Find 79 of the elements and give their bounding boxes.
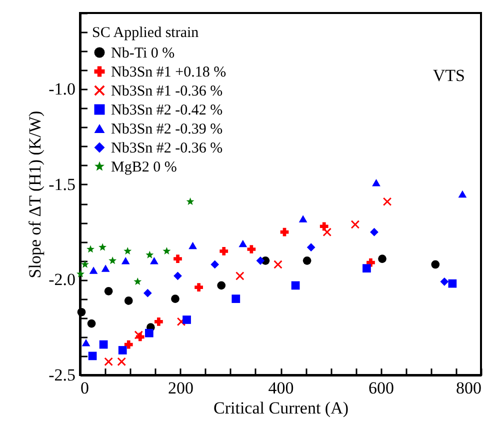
point [280,228,289,236]
point [232,294,240,303]
point [194,283,203,292]
point [362,264,371,272]
point [87,319,96,328]
point [302,256,312,265]
point [188,242,197,250]
point [81,260,89,268]
legend-label: Nb3Sn #1 +0.18 % [111,64,226,80]
legend-label: MgB2 0 % [111,160,177,176]
point [322,228,332,236]
point [77,308,86,316]
point [104,286,113,296]
y-tick-label: -2.0 [48,270,76,290]
point [298,215,308,222]
legend-label: Nb3Sn #2 -0.36 % [111,140,223,156]
point [150,257,158,264]
point [101,264,110,272]
point [82,338,90,346]
point [174,254,182,263]
x-axis-title: Critical Current (A) [213,398,349,418]
point [383,197,392,206]
point [86,245,95,253]
point [378,254,386,263]
y-tick-label: -1.5 [48,174,76,194]
point [182,316,191,324]
legend-label: Nb-Ti 0 % [111,46,175,62]
point [440,277,449,286]
point [154,317,163,326]
point [88,352,97,360]
point [174,272,182,280]
x-tick-label: 600 [368,378,394,398]
point [186,197,194,206]
x-tick-label: 0 [80,378,89,398]
point [351,220,360,229]
point [124,340,133,349]
point [144,328,154,338]
point [99,340,108,349]
legend-label: Nb3Sn #2 -0.39 % [111,122,223,138]
point [372,178,380,186]
point [134,277,142,286]
point [210,260,220,269]
y-tick-label: -1.0 [48,80,76,99]
point [236,272,244,280]
point [124,246,132,255]
point [458,190,467,198]
x-tick-label: 200 [168,378,194,398]
point [121,257,130,264]
y-axis-title: Slope of ΔT (H1) (K/W) [26,110,45,278]
y-tick-label: -2.5 [48,366,76,384]
point [108,256,117,264]
point [431,260,440,269]
point [247,245,256,254]
x-tick-label: 400 [268,378,294,398]
point [256,256,265,265]
legend-title: SC Applied strain [92,25,200,41]
point [124,296,133,305]
point [76,270,84,278]
point [220,246,228,256]
point [104,357,113,366]
legend-label: Nb3Sn #2 -0.42 % [111,102,223,118]
point [291,281,300,290]
point [98,243,107,251]
point [171,294,180,303]
point [146,250,154,258]
x-tick-label: 800 [456,378,482,398]
point [118,346,127,354]
point [217,281,226,290]
point [238,240,248,248]
point [370,228,378,236]
point [274,260,282,269]
point [162,246,171,255]
annotation: VTS [432,66,465,85]
point [117,357,126,366]
point [143,288,152,298]
point [306,243,316,252]
legend-label: Nb3Sn #1 -0.36 % [111,84,223,100]
point [448,279,457,288]
point [89,266,98,274]
